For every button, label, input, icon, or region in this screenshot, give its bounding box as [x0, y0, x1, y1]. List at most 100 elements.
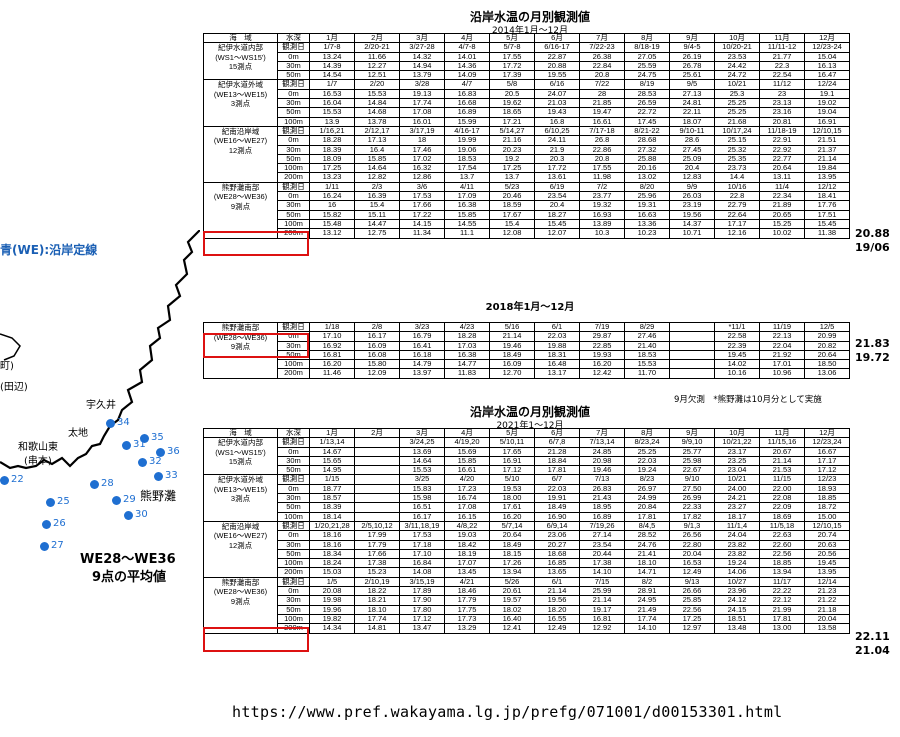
value-cell: 18: [399, 135, 445, 146]
source-url: https://www.pref.wakayama.lg.jp/prefg/07…: [232, 703, 783, 721]
header-cell: 12月: [804, 32, 850, 44]
value-cell: 13.79: [399, 70, 445, 81]
value-cell: 15.53: [354, 88, 400, 100]
value-cell: 9/5: [669, 79, 715, 90]
value-cell: 23.17: [714, 446, 760, 457]
value-cell: 20.08: [309, 586, 355, 597]
depth-cell: 30m: [277, 539, 310, 550]
value-cell: 17.89: [399, 586, 445, 597]
table-row: 30m 14.39 12.27 14.94 14.36 17.72 20.88 22.84 25…: [204, 60, 850, 72]
value-cell: 24.75: [624, 70, 670, 81]
value-cell: 19.32: [579, 200, 625, 211]
value-cell: 17.65: [489, 446, 535, 457]
table-row: 50m 15.82 15.11 17.22 15.85 17.67 18.27 16.93 16…: [204, 209, 850, 220]
station-dot: [112, 496, 121, 505]
value-cell: 20.5: [489, 88, 535, 100]
side-value-2018-0m: 21.83: [855, 337, 890, 350]
value-cell: 19.55: [534, 70, 580, 81]
value-cell: 18.85: [759, 558, 805, 569]
value-cell: 12.16: [714, 228, 760, 239]
value-cell: 21.18: [804, 604, 850, 615]
table-row: 200m 13.12 12.75 11.34 11.1 12.08 12.07 10.3 10.…: [204, 228, 850, 239]
table-row: 30m 16.04 14.84 17.74 16.68 19.62 21.03 21.85 26…: [204, 98, 850, 109]
value-cell: 18.85: [804, 493, 850, 504]
header-cell: 1月: [309, 427, 355, 439]
value-cell: 10/21: [714, 474, 760, 485]
value-cell: 25.98: [669, 455, 715, 467]
value-cell: 19.84: [804, 163, 850, 174]
value-cell: 11/15,16: [759, 437, 805, 448]
value-cell: 25.85: [669, 595, 715, 606]
value-cell: 11.46: [309, 368, 355, 379]
table-row: 200m 15.03 15.23 14.08 13.45 13.94 13.65 14.10 1…: [204, 567, 850, 578]
value-cell: 22.3: [759, 60, 805, 72]
value-cell: 23.06: [534, 530, 580, 541]
value-cell: 15.53: [399, 465, 445, 476]
value-cell: [669, 340, 715, 351]
depth-cell: 50m: [277, 502, 310, 513]
value-cell: 18.24: [309, 558, 355, 569]
station-label: 35: [151, 432, 164, 443]
value-cell: 13.00: [759, 623, 805, 634]
table-2018: 熊野灘南部 (WE28～WE36) 9測点 観測日 1/18 2/8 3/23 4/23 5/1…: [203, 321, 850, 379]
value-cell: 25.88: [624, 153, 670, 165]
value-cell: 13.47: [399, 623, 445, 634]
station-label: 31: [133, 439, 146, 450]
value-cell: 6/16-17: [534, 42, 580, 53]
value-cell: 14.32: [399, 51, 445, 62]
depth-cell: 観測日: [277, 576, 310, 588]
value-cell: 22.64: [714, 209, 760, 220]
value-cell: [669, 359, 715, 370]
header-cell: 12月: [804, 427, 850, 439]
value-cell: 12.75: [354, 228, 400, 239]
value-cell: 25.25: [714, 107, 760, 118]
value-cell: 17.12: [804, 465, 850, 476]
header-cell: 3月: [399, 32, 445, 44]
value-cell: 10.96: [759, 368, 805, 379]
value-cell: 14.54: [309, 70, 355, 81]
area-label-line: 12測点: [228, 540, 253, 550]
value-cell: 16.79: [399, 331, 445, 342]
value-cell: 18.51: [714, 613, 760, 625]
value-cell: 9/9,10: [669, 437, 715, 448]
value-cell: 7/13,14: [579, 437, 625, 448]
value-cell: 17.10: [309, 331, 355, 342]
value-cell: 13.48: [714, 623, 760, 634]
value-cell: 20.8: [579, 70, 625, 81]
value-cell: 26.83: [579, 483, 625, 495]
side-value-2018-30m: 19.72: [855, 351, 890, 364]
table-row: 30m 18.39 16.4 17.46 19.06 20.23 21.9 22.86 27.3…: [204, 144, 850, 155]
value-cell: 14.02: [714, 359, 760, 370]
value-cell: 17.66: [354, 548, 400, 560]
value-cell: 23.16: [759, 107, 805, 118]
caption-we28-we36: WE28～WE36: [80, 552, 176, 567]
area-label: 熊野灘南部 (WE28～WE36) 9測点: [203, 181, 278, 239]
value-cell: 21.22: [804, 595, 850, 606]
value-cell: 26.66: [669, 586, 715, 597]
title-2018: 2018年1月～12月: [485, 302, 575, 313]
area-label-line: 紀伊水道外域: [218, 80, 263, 90]
value-cell: 24.95: [624, 595, 670, 606]
header-cell: 海 域: [203, 32, 278, 44]
value-cell: 9/1,3: [669, 520, 715, 532]
value-cell: 18.69: [759, 511, 805, 522]
area-label-line: (WE28～WE36): [213, 332, 268, 342]
value-cell: 10/21,22: [714, 437, 760, 448]
value-cell: 17.08: [399, 107, 445, 118]
depth-cell: 50m: [277, 70, 310, 81]
value-cell: 26.56: [669, 530, 715, 541]
value-cell: 19.82: [309, 613, 355, 625]
value-cell: 13.58: [804, 623, 850, 634]
value-cell: 17.53: [399, 191, 445, 202]
table-row: 50m 14.95 15.53 16.61 17.12 17.81 19.46 19.24 22…: [204, 465, 850, 476]
header-row: 海 域水深 1月 2月 3月 4月 5月 6月 7月 8月 9月 10月 11月 12月: [203, 32, 850, 44]
value-cell: 20.98: [579, 455, 625, 467]
value-cell: 20.82: [804, 340, 850, 351]
value-cell: 23.13: [759, 98, 805, 109]
side-value-2021-0m: 22.11: [855, 630, 890, 643]
value-cell: [354, 511, 400, 522]
station-label: 33: [165, 470, 178, 481]
value-cell: 15.04: [804, 51, 850, 62]
value-cell: 25.25: [714, 98, 760, 109]
value-cell: 10/16: [714, 181, 760, 193]
